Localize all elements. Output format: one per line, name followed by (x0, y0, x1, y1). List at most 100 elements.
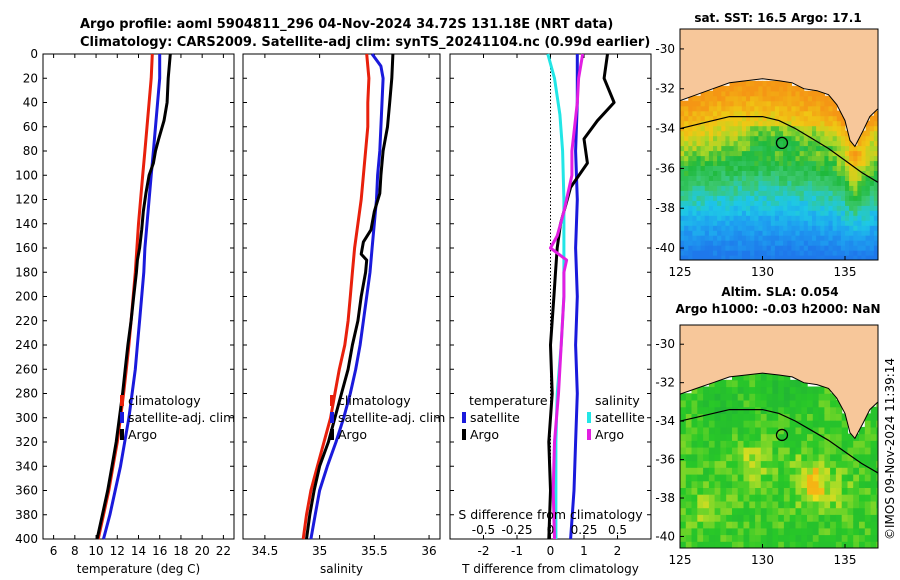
sst-map-cell (783, 255, 788, 260)
sla-map-cell (818, 393, 825, 401)
s-diff-tick-label: 0.5 (608, 523, 627, 537)
sst-map-cell (696, 165, 702, 171)
sst-map-cell (680, 110, 685, 117)
sst-map-cell (762, 180, 768, 186)
sst-map-cell (820, 195, 825, 201)
sst-map-cell (828, 200, 834, 206)
salinity-line-clim (301, 53, 371, 540)
sst-map-cell (840, 235, 846, 241)
sst-map-cell (824, 120, 830, 127)
sst-map-cell (807, 185, 813, 191)
sla-map-cell (691, 494, 698, 502)
sst-map-cell (873, 195, 878, 201)
sst-map-cell (840, 135, 846, 142)
sst-map-cell (766, 225, 772, 231)
sla-map-cell (830, 521, 837, 529)
sla-map-cell (726, 467, 733, 475)
sst-map-cell (741, 255, 747, 260)
salinity-xtick-label: 34.5 (252, 544, 279, 558)
sst-map-cell (704, 95, 710, 102)
sla-map-cell (766, 393, 773, 401)
sst-map-cell (770, 180, 776, 186)
sst-map-cell (737, 90, 743, 97)
sla-map-cell (789, 541, 797, 548)
sst-map-cell (729, 155, 735, 162)
sst-map-cell (729, 120, 735, 127)
sst-map-cell (820, 235, 825, 241)
sla-map-cell (680, 467, 687, 475)
sst-map-cell (783, 85, 788, 92)
sst-map-cell (766, 235, 772, 241)
sst-map-cell (746, 255, 751, 260)
sst-map-cell (857, 135, 863, 142)
sst-map-cell (758, 100, 764, 107)
sst-map-cell (750, 145, 755, 152)
sst-map-cell (779, 150, 784, 157)
sst-map-cell (803, 250, 809, 256)
sst-map-cell (836, 250, 842, 256)
sst-map-cell (865, 150, 871, 157)
sst-map-cell (791, 135, 797, 142)
sst-map-cell (865, 245, 871, 251)
sla-map-cell (795, 400, 802, 408)
sst-map-cell (824, 150, 830, 157)
sst-map-cell (708, 100, 714, 107)
sst-map-cell (770, 200, 776, 206)
sla-map-cell (830, 400, 837, 408)
sla-map-cell (726, 393, 733, 401)
sst-map-cell (779, 205, 784, 211)
sst-map-cell (717, 100, 722, 107)
sst-map-cell (754, 215, 759, 221)
sla-map-cell (847, 467, 854, 475)
sst-map-cell (750, 185, 755, 191)
sst-map-cell (741, 220, 747, 226)
sst-map-cell (733, 140, 739, 147)
sla-map-cell (720, 460, 727, 468)
sla-map-cell (841, 447, 849, 455)
sst-map-cell (721, 130, 726, 137)
sla-map-cell (691, 480, 698, 488)
sst-map-cell (704, 245, 710, 251)
sst-map-cell (700, 90, 706, 97)
sst-map-cell (803, 205, 809, 211)
sla-map-cell (697, 521, 704, 529)
sst-map-cell (799, 185, 805, 191)
sst-map-cell (708, 135, 714, 142)
sst-map-cell (795, 100, 801, 107)
sst-map-cell (737, 80, 743, 87)
sst-map-cell (865, 210, 871, 216)
sst-map-cell (787, 160, 792, 166)
sla-map-cell (772, 426, 779, 435)
sla-map-cell (824, 487, 831, 495)
sst-map-cell (741, 90, 747, 97)
sla-map-cell (714, 521, 721, 529)
sst-map-cell (873, 180, 878, 186)
sst-map-cell (692, 120, 698, 127)
sla-map-cell (812, 507, 820, 515)
sla-map-cell (766, 521, 773, 529)
sla-map-cell (778, 541, 785, 548)
sst-map-cell (770, 175, 776, 181)
sst-map-cell (713, 190, 718, 196)
sla-map-cell (824, 460, 831, 468)
sla-map-cell (680, 507, 687, 515)
sst-map-cell (717, 140, 722, 147)
sla-map-cell (691, 487, 698, 495)
temperature-legend-clim-label: climatology (128, 393, 201, 408)
sla-map-cell (778, 494, 785, 502)
sla-map-cell (807, 480, 814, 488)
sst-map-cell (795, 135, 801, 142)
sst-map-cell (750, 90, 755, 97)
sla-map-cell (714, 406, 721, 414)
sla-map-cell (714, 400, 721, 408)
temperature-xtick-label: 20 (195, 544, 210, 558)
sst-map-cell (803, 140, 809, 147)
sst-map-cell (758, 165, 764, 171)
sst-map-cell (828, 245, 834, 251)
sst-map-cell (692, 155, 698, 162)
sst-map-isobath (680, 116, 878, 183)
sst-map-cell (836, 200, 842, 206)
sst-map-cell (783, 145, 788, 152)
sst-map-cell (783, 130, 788, 137)
sst-map-cell (704, 150, 710, 157)
